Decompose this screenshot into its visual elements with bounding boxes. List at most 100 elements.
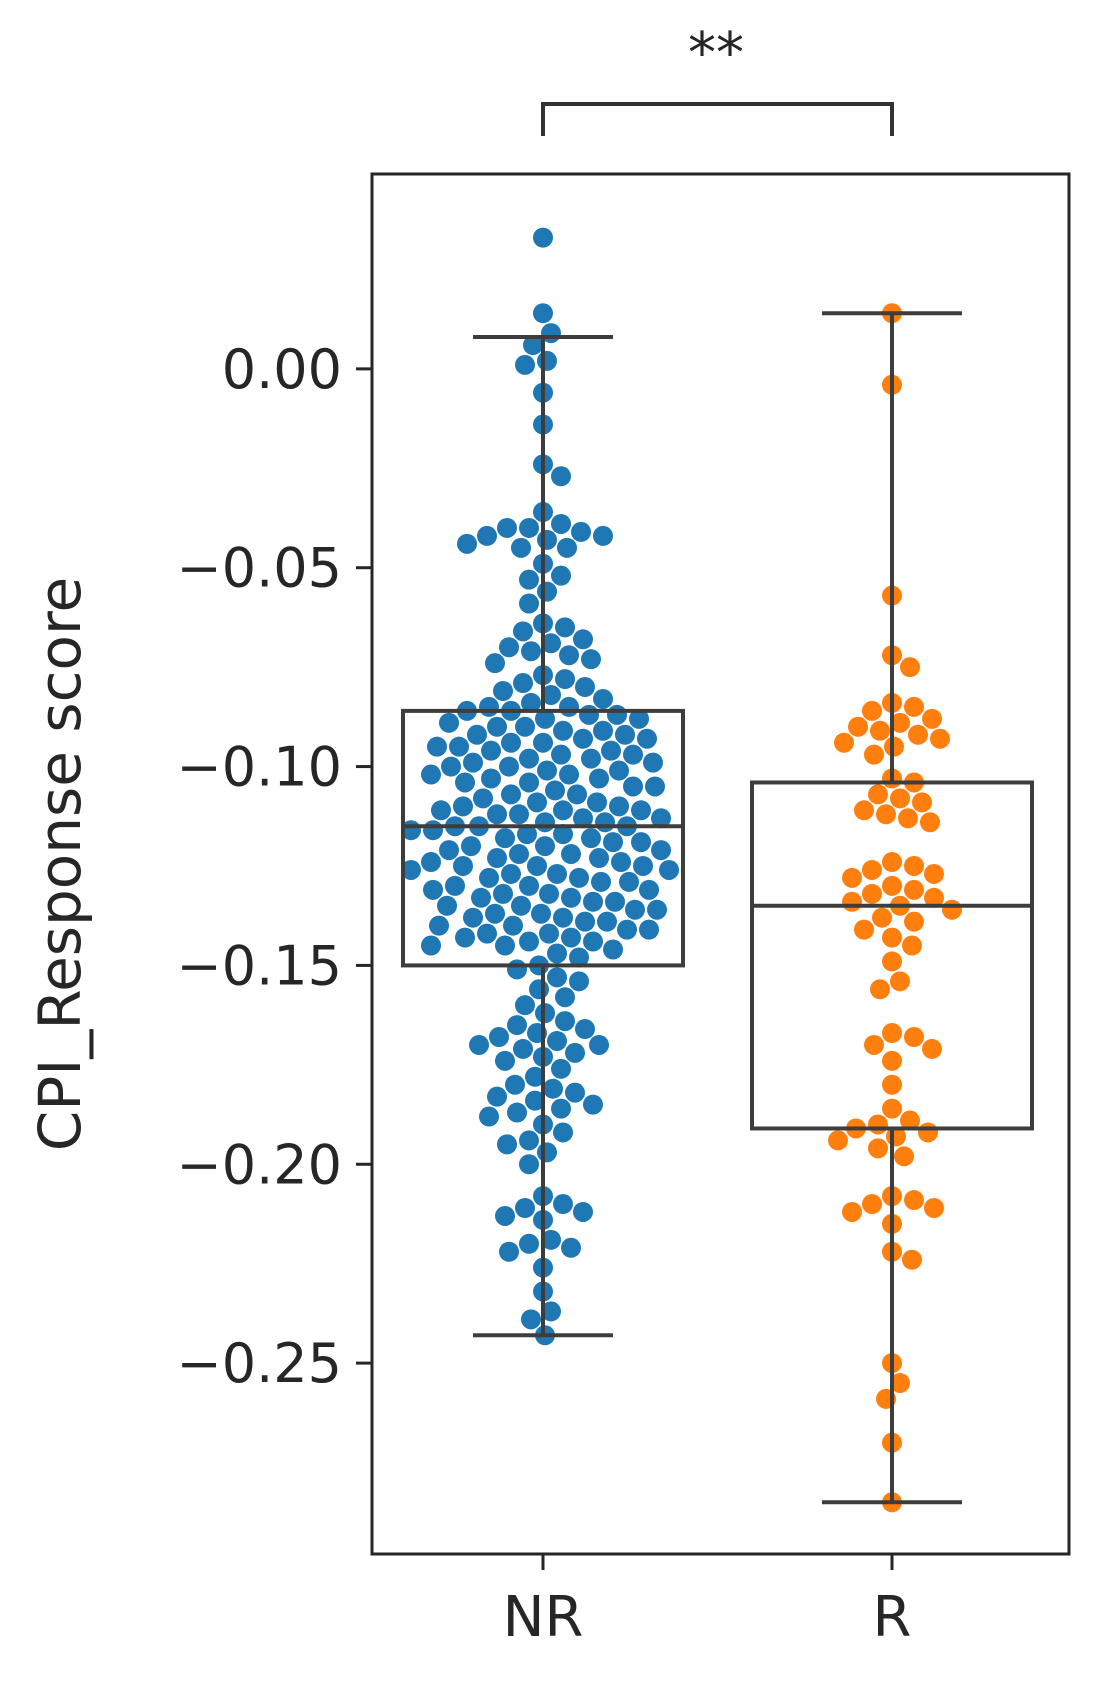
point-NR-155 [429, 915, 449, 936]
point-R-12 [908, 724, 928, 745]
point-NR-95 [431, 800, 451, 821]
point-NR-113 [535, 836, 555, 857]
point-R-47 [904, 1026, 924, 1047]
point-R-40 [854, 919, 874, 940]
point-NR-72 [643, 752, 663, 773]
point-R-34 [924, 887, 944, 908]
point-NR-213 [519, 1233, 539, 1254]
point-NR-9 [551, 466, 571, 487]
point-NR-138 [539, 883, 559, 904]
point-NR-45 [479, 696, 499, 717]
point-NR-127 [401, 859, 421, 880]
point-NR-175 [515, 995, 535, 1016]
point-NR-31 [499, 637, 519, 658]
point-NR-167 [547, 943, 567, 964]
point-R-48 [864, 1034, 884, 1055]
point-NR-64 [427, 736, 447, 757]
point-NR-116 [651, 840, 671, 861]
point-NR-143 [605, 891, 625, 912]
point-R-7 [862, 700, 882, 721]
point-NR-153 [597, 911, 617, 932]
point-NR-172 [569, 971, 589, 992]
x-axis: NR R [503, 1554, 911, 1650]
point-R-9 [890, 712, 910, 733]
point-NR-39 [575, 677, 595, 698]
point-NR-29 [573, 629, 593, 650]
point-R-38 [872, 907, 892, 928]
point-NR-194 [487, 1086, 507, 1107]
point-NR-117 [509, 844, 529, 865]
point-NR-20 [557, 537, 577, 558]
point-NR-124 [453, 855, 473, 876]
point-R-51 [882, 1074, 902, 1095]
point-NR-152 [575, 911, 595, 932]
point-NR-101 [595, 812, 615, 833]
point-R-46 [882, 1023, 902, 1044]
significance-label: ** [688, 21, 744, 86]
point-R-16 [864, 744, 884, 765]
point-NR-130 [569, 867, 589, 888]
point-NR-149 [485, 903, 505, 924]
point-R-31 [882, 875, 902, 896]
point-NR-148 [531, 903, 551, 924]
point-NR-205 [519, 1154, 539, 1175]
point-NR-37 [555, 669, 575, 690]
point-NR-171 [547, 967, 567, 988]
point-NR-83 [623, 776, 643, 797]
point-NR-157 [639, 919, 659, 940]
significance-bracket-line [541, 102, 894, 136]
point-R-20 [890, 788, 910, 809]
point-R-54 [868, 1114, 888, 1135]
point-NR-154 [503, 915, 523, 936]
point-NR-134 [519, 875, 539, 896]
point-R-14 [834, 732, 854, 753]
point-R-10 [848, 716, 868, 737]
point-NR-67 [551, 744, 571, 765]
point-NR-151 [463, 907, 483, 928]
point-NR-13 [497, 517, 517, 538]
point-NR-99 [651, 808, 671, 829]
point-NR-87 [567, 784, 587, 805]
box-plots [401, 311, 1034, 1505]
y-tick-label-3: −0.15 [177, 934, 342, 997]
point-NR-23 [519, 569, 539, 590]
y-tick-label-4: −0.20 [177, 1133, 342, 1196]
point-R-49 [922, 1038, 942, 1059]
point-NR-111 [603, 832, 623, 853]
point-NR-185 [513, 1038, 533, 1059]
point-NR-142 [583, 891, 603, 912]
point-NR-44 [559, 696, 579, 717]
point-NR-0 [533, 227, 553, 248]
point-NR-57 [467, 724, 487, 745]
point-NR-12 [519, 517, 539, 538]
y-tick-label-1: −0.05 [177, 537, 342, 600]
point-NR-150 [553, 907, 573, 928]
point-R-59 [868, 1138, 888, 1159]
point-NR-35 [485, 653, 505, 674]
point-R-11 [870, 720, 890, 741]
point-NR-135 [445, 875, 465, 896]
point-NR-14 [571, 521, 591, 542]
point-R-35 [842, 891, 862, 912]
y-tick-label-2: −0.10 [177, 736, 342, 799]
point-NR-131 [479, 867, 499, 888]
point-NR-38 [513, 673, 533, 694]
point-NR-122 [421, 852, 441, 873]
point-NR-166 [603, 939, 623, 960]
point-NR-128 [547, 863, 567, 884]
point-R-25 [920, 812, 940, 833]
point-NR-144 [511, 895, 531, 916]
point-NR-76 [609, 760, 629, 781]
x-tick-label-NR: NR [503, 1585, 584, 1650]
point-R-23 [876, 804, 896, 825]
point-NR-55 [553, 720, 573, 741]
point-NR-61 [533, 732, 553, 753]
point-NR-188 [495, 1050, 515, 1071]
point-NR-162 [519, 931, 539, 952]
point-NR-43 [521, 692, 541, 713]
point-NR-73 [499, 756, 519, 777]
point-NR-178 [507, 1015, 527, 1036]
point-NR-90 [587, 792, 607, 813]
point-NR-63 [449, 736, 469, 757]
point-NR-129 [501, 863, 521, 884]
